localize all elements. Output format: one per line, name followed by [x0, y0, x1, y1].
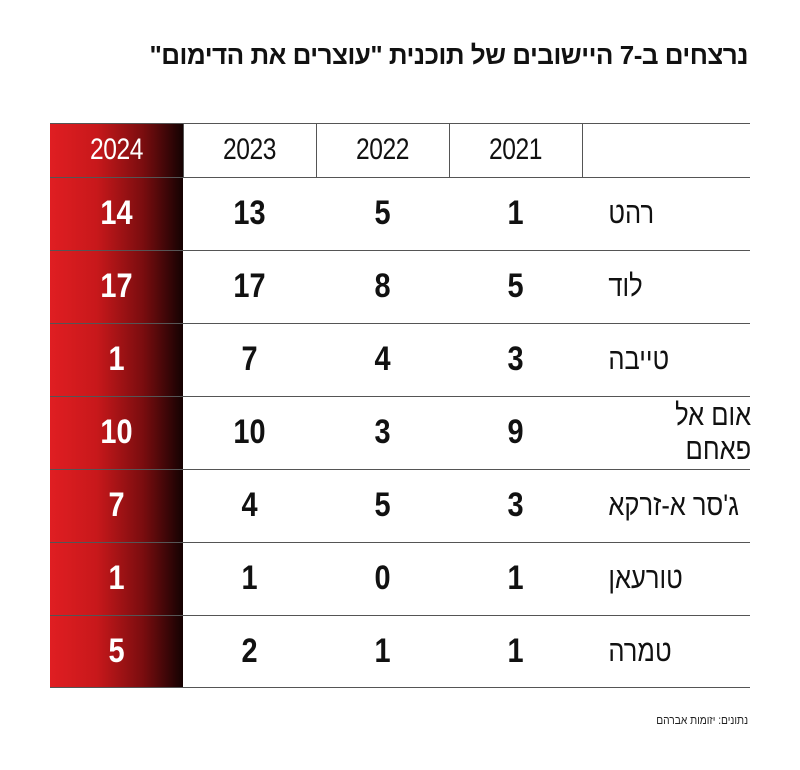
value-cell-2021: 3	[507, 340, 524, 378]
value-cell-2021: 1	[507, 559, 524, 597]
row-rule	[50, 469, 750, 470]
value-cell-2024: 1	[108, 340, 125, 378]
value-cell-2022: 0	[374, 559, 391, 597]
column-header-2021: 2021	[488, 133, 543, 166]
value-cell-2023: 2	[241, 632, 258, 670]
row-label-city: טמרה	[608, 634, 672, 668]
value-cell-2023: 1	[241, 559, 258, 597]
value-cell-2023: 17	[233, 267, 266, 305]
row-rule	[50, 323, 750, 324]
value-cell-2023: 13	[233, 194, 266, 232]
value-cell-2022: 5	[374, 194, 391, 232]
row-label-city: לוד	[608, 269, 643, 303]
value-cell-2023: 10	[233, 413, 266, 451]
value-cell-2024: 7	[108, 486, 125, 524]
row-rule	[50, 177, 750, 178]
source-note: נתונים: יזומות אברהם	[656, 713, 748, 727]
value-cell-2022: 3	[374, 413, 391, 451]
column-header-2024: 2024	[89, 133, 144, 166]
header-divider	[183, 123, 184, 177]
value-cell-2021: 9	[507, 413, 524, 451]
row-label-city: רהט	[608, 196, 655, 230]
row-label-city: אום אל פאחם	[675, 398, 752, 466]
value-cell-2022: 8	[374, 267, 391, 305]
value-cell-2024: 5	[108, 632, 125, 670]
row-rule	[50, 250, 750, 251]
header-divider	[449, 123, 450, 177]
value-cell-2022: 5	[374, 486, 391, 524]
row-rule	[50, 123, 750, 124]
row-label-city: ג'סר א-זרקא	[608, 488, 739, 522]
value-cell-2021: 3	[507, 486, 524, 524]
value-cell-2024: 10	[100, 413, 133, 451]
row-rule	[50, 687, 750, 688]
value-cell-2021: 1	[507, 632, 524, 670]
row-label-city: טורעאן	[608, 561, 683, 595]
row-label-city: טייבה	[608, 342, 670, 376]
chart-title: נרצחים ב-7 היישובים של תוכנית "עוצרים את…	[149, 40, 748, 70]
row-rule	[50, 542, 750, 543]
value-cell-2022: 1	[374, 632, 391, 670]
value-cell-2023: 4	[241, 486, 258, 524]
value-cell-2023: 7	[241, 340, 258, 378]
value-cell-2021: 5	[507, 267, 524, 305]
value-cell-2021: 1	[507, 194, 524, 232]
value-cell-2024: 17	[100, 267, 133, 305]
row-rule	[50, 615, 750, 616]
highlight-column-2024	[50, 123, 183, 687]
value-cell-2022: 4	[374, 340, 391, 378]
column-header-2022: 2022	[355, 133, 410, 166]
data-table: 2021 2022 2023 2024 רהט 1 5 13 14 לוד 5 8 17 17 טייבה 3…	[50, 123, 751, 688]
header-divider	[316, 123, 317, 177]
column-header-2023: 2023	[222, 133, 277, 166]
value-cell-2024: 1	[108, 559, 125, 597]
header-divider	[582, 123, 583, 177]
row-rule	[50, 396, 750, 397]
value-cell-2024: 14	[100, 194, 133, 232]
